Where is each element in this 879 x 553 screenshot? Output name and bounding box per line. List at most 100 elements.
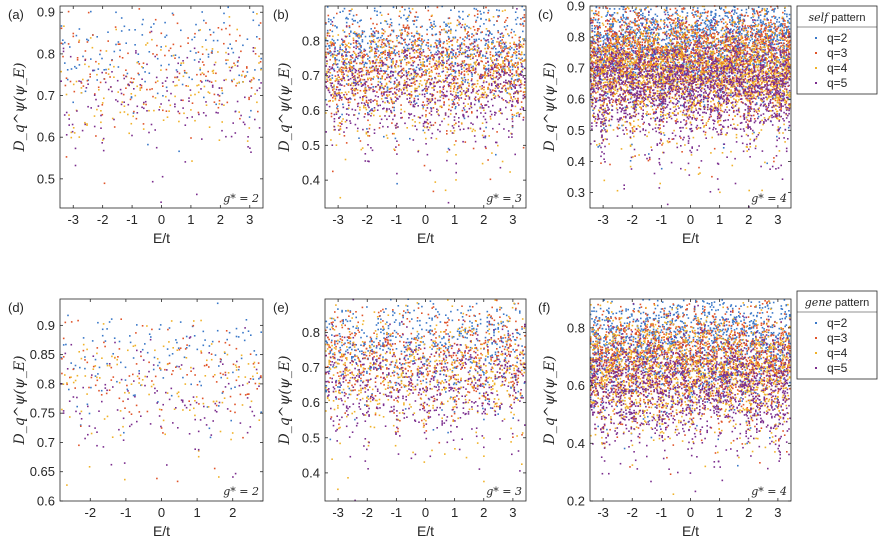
point bbox=[134, 29, 136, 31]
point bbox=[616, 65, 619, 68]
point bbox=[619, 35, 621, 38]
point bbox=[80, 80, 82, 83]
point bbox=[446, 67, 449, 69]
point bbox=[465, 91, 468, 93]
point bbox=[400, 104, 402, 106]
point bbox=[508, 62, 510, 65]
point bbox=[221, 129, 223, 132]
point bbox=[436, 65, 438, 67]
point bbox=[476, 49, 479, 51]
point bbox=[387, 54, 389, 56]
point bbox=[419, 80, 422, 82]
point bbox=[412, 139, 415, 141]
point bbox=[130, 93, 133, 95]
point bbox=[454, 107, 457, 110]
point bbox=[706, 68, 709, 70]
point bbox=[455, 57, 457, 60]
point bbox=[498, 85, 500, 88]
point bbox=[509, 99, 511, 102]
point bbox=[426, 90, 428, 92]
point bbox=[481, 122, 484, 124]
point bbox=[718, 53, 720, 55]
point bbox=[178, 120, 180, 123]
point bbox=[466, 50, 468, 52]
point bbox=[436, 108, 438, 111]
point bbox=[341, 60, 343, 63]
point bbox=[649, 29, 651, 31]
point bbox=[397, 72, 400, 74]
point bbox=[708, 20, 710, 23]
point bbox=[345, 119, 348, 122]
point bbox=[717, 111, 719, 113]
point bbox=[499, 91, 502, 93]
point bbox=[730, 94, 732, 97]
point bbox=[110, 86, 112, 88]
point bbox=[342, 44, 344, 46]
point bbox=[380, 67, 382, 70]
point bbox=[336, 105, 339, 107]
point bbox=[421, 72, 423, 75]
point bbox=[379, 86, 381, 89]
point bbox=[609, 79, 611, 82]
point bbox=[403, 84, 405, 87]
point bbox=[438, 38, 441, 40]
point bbox=[451, 106, 454, 108]
point bbox=[701, 12, 704, 14]
point bbox=[351, 71, 353, 73]
point bbox=[244, 96, 246, 99]
point bbox=[631, 88, 633, 91]
point bbox=[408, 112, 410, 115]
series-q4-b bbox=[325, 8, 526, 199]
panel-c: -3 -2 -1 0 1 2 30.30.40.50.60.70.80.9E/tD_q^ψ(… bbox=[538, 0, 792, 246]
point bbox=[404, 122, 406, 125]
point bbox=[484, 91, 486, 94]
point bbox=[383, 93, 385, 96]
point bbox=[511, 64, 514, 66]
point bbox=[339, 88, 341, 91]
point bbox=[444, 95, 447, 98]
point bbox=[383, 42, 385, 45]
point bbox=[461, 109, 464, 112]
axes-box-a bbox=[59, 5, 264, 209]
point bbox=[498, 64, 500, 67]
point bbox=[390, 66, 393, 69]
point bbox=[469, 27, 472, 30]
point bbox=[407, 49, 410, 52]
point bbox=[696, 7, 699, 9]
point bbox=[451, 94, 454, 96]
point bbox=[478, 100, 480, 103]
point bbox=[393, 132, 395, 135]
point bbox=[502, 60, 504, 62]
point bbox=[509, 171, 511, 173]
point bbox=[523, 93, 526, 96]
point bbox=[354, 123, 357, 126]
point bbox=[101, 104, 104, 106]
point bbox=[328, 91, 331, 94]
point bbox=[620, 40, 623, 42]
point bbox=[488, 18, 490, 20]
point bbox=[193, 47, 196, 50]
point bbox=[96, 79, 98, 81]
point bbox=[423, 120, 426, 123]
point bbox=[341, 56, 343, 58]
point bbox=[386, 109, 388, 111]
point bbox=[414, 71, 416, 73]
point bbox=[165, 95, 167, 98]
point bbox=[384, 115, 386, 117]
point bbox=[605, 7, 607, 10]
point bbox=[386, 89, 389, 91]
point bbox=[380, 77, 382, 80]
point bbox=[636, 32, 639, 34]
point bbox=[351, 82, 353, 85]
point bbox=[367, 77, 369, 80]
point bbox=[492, 74, 494, 77]
point bbox=[423, 131, 426, 134]
point bbox=[417, 85, 420, 88]
point bbox=[495, 51, 497, 54]
point bbox=[514, 50, 517, 53]
point bbox=[663, 19, 666, 21]
point bbox=[430, 44, 432, 46]
point bbox=[201, 81, 203, 83]
point bbox=[477, 93, 479, 95]
point bbox=[387, 74, 390, 76]
